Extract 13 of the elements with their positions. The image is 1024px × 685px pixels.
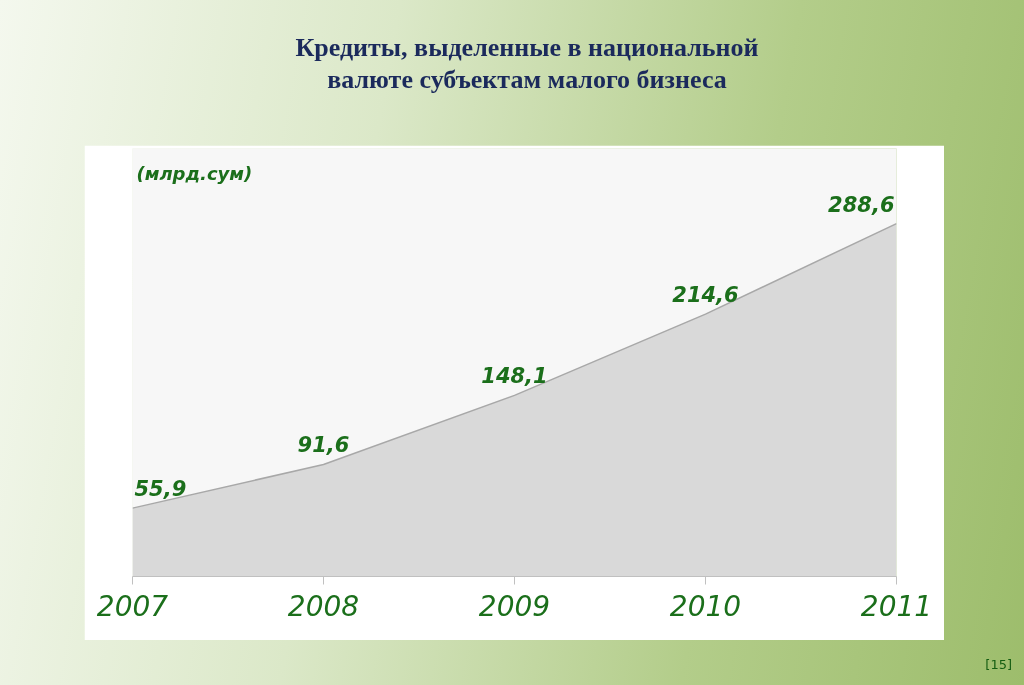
data-label: 91,6 (297, 433, 350, 458)
text: [15] (984, 656, 1012, 674)
data-label: 288,6 (828, 192, 895, 217)
x-tick-label: 2007 (96, 589, 169, 623)
chart-title: Кредиты, выделенные в национальной валюте субъектам малого бизнеса (294, 32, 760, 96)
x-tick-label: 2008 (287, 589, 360, 623)
data-label: 55,9 (134, 477, 187, 502)
x-tick-label: 2010 (669, 589, 742, 623)
x-tick-label: 2011 (860, 589, 933, 623)
data-label: 214,6 (672, 283, 739, 308)
y-axis-title: (млрд.сум) (136, 162, 253, 184)
data-label: 148,1 (481, 364, 548, 389)
x-tick-label: 2009 (478, 589, 551, 623)
